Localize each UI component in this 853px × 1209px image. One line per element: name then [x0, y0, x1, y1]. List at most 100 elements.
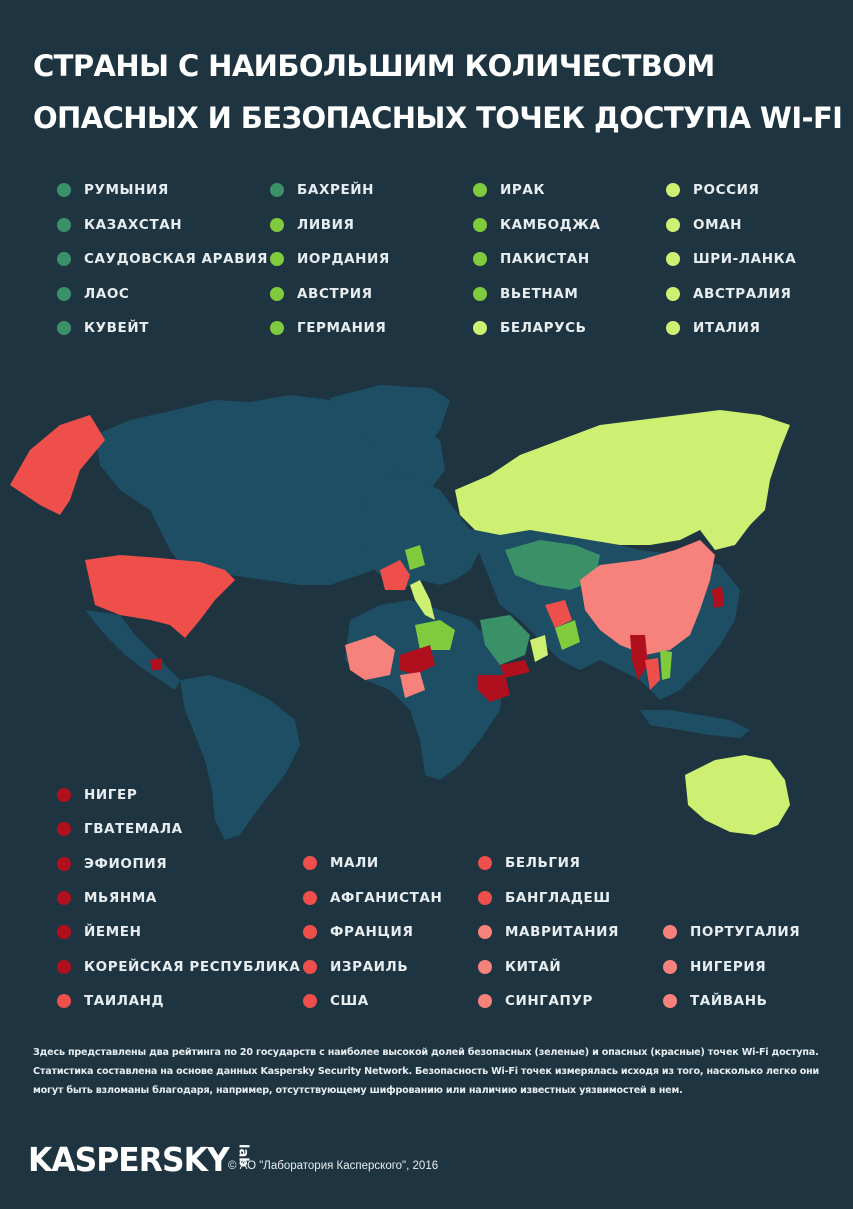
legend-item: ЛАОС — [57, 284, 129, 304]
legend-dot-icon — [663, 960, 677, 974]
legend-item: БАХРЕЙН — [270, 180, 374, 200]
legend-dot-icon — [270, 183, 284, 197]
legend-dot-icon — [666, 183, 680, 197]
legend-label: МЬЯНМА — [84, 890, 157, 906]
legend-label: ПАКИСТАН — [500, 251, 590, 267]
legend-dot-icon — [478, 925, 492, 939]
legend-item: КОРЕЙСКАЯ РЕСПУБЛИКА — [57, 957, 300, 977]
legend-item: ПОРТУГАЛИЯ — [663, 922, 800, 942]
footnote-line-2: Статистика составлена на основе данных K… — [33, 1066, 820, 1077]
legend-item: ПАКИСТАН — [473, 249, 590, 269]
country-niger — [400, 645, 435, 675]
legend-dot-icon — [666, 321, 680, 335]
legend-label: МАЛИ — [330, 855, 379, 871]
legend-dot-icon — [57, 287, 71, 301]
legend-item: РУМЫНИЯ — [57, 180, 169, 200]
legend-label: ИЗРАИЛЬ — [330, 959, 409, 975]
legend-label: ТАИЛАНД — [84, 993, 165, 1009]
country-guatemala — [150, 658, 162, 670]
legend-label: БЕЛЬГИЯ — [505, 855, 581, 871]
legend-label: ГВАТЕМАЛА — [84, 821, 183, 837]
legend-item: ИРАК — [473, 180, 545, 200]
legend-label: ПОРТУГАЛИЯ — [690, 924, 801, 940]
legend-dot-icon — [57, 857, 71, 871]
legend-dot-icon — [57, 960, 71, 974]
legend-label: ЛАОС — [84, 286, 130, 302]
legend-dot-icon — [57, 321, 71, 335]
legend-dot-icon — [57, 183, 71, 197]
legend-dot-icon — [57, 891, 71, 905]
land-greenland — [330, 385, 450, 470]
legend-item: БАНГЛАДЕШ — [478, 888, 611, 908]
legend-item: СИНГАПУР — [478, 991, 593, 1011]
legend-item: РОССИЯ — [666, 180, 759, 200]
legend-label: ИТАЛИЯ — [693, 320, 761, 336]
legend-item: ОМАН — [666, 215, 742, 235]
legend-label: БАНГЛАДЕШ — [505, 890, 611, 906]
legend-item: МЬЯНМА — [57, 888, 157, 908]
footnote-line-1: Здесь представлены два рейтинга по 20 го… — [33, 1047, 819, 1058]
legend-item: АФГАНИСТАН — [303, 888, 442, 908]
country-afghanistan — [545, 600, 572, 628]
legend-dot-icon — [478, 891, 492, 905]
land-south-america — [180, 675, 300, 840]
legend-label: БАХРЕЙН — [297, 182, 375, 198]
legend-label: КУВЕЙТ — [84, 320, 150, 336]
legend-label: ОМАН — [693, 217, 743, 233]
country-pakistan — [555, 620, 580, 650]
legend-label: КАМБОДЖА — [500, 217, 601, 233]
country-russia — [455, 410, 790, 550]
legend-item: КИТАЙ — [478, 957, 561, 977]
legend-dot-icon — [303, 925, 317, 939]
legend-label: КОРЕЙСКАЯ РЕСПУБЛИКА — [84, 959, 301, 975]
world-map — [10, 385, 790, 840]
legend-dot-icon — [473, 183, 487, 197]
legend-label: ЭФИОПИЯ — [84, 856, 168, 872]
title-line-1: СТРАНЫ С НАИБОЛЬШИМ КОЛИЧЕСТВОМ — [33, 49, 715, 83]
legend-dot-icon — [663, 925, 677, 939]
land-europe — [360, 475, 480, 590]
country-china — [580, 540, 715, 655]
legend-dot-icon — [473, 252, 487, 266]
logo-lab-suffix: lab — [235, 1144, 251, 1167]
legend-dot-icon — [57, 788, 71, 802]
legend-label: НИГЕР — [84, 787, 138, 803]
legend-label: ГЕРМАНИЯ — [297, 320, 387, 336]
country-germany — [405, 545, 425, 570]
legend-item: КАЗАХСТАН — [57, 215, 182, 235]
legend-dot-icon — [303, 994, 317, 1008]
footnote-line-3: могут быть взломаны благодаря, например,… — [33, 1085, 683, 1096]
legend-label: НИГЕРИЯ — [690, 959, 767, 975]
legend-dot-icon — [473, 321, 487, 335]
legend-dot-icon — [666, 252, 680, 266]
legend-dot-icon — [57, 925, 71, 939]
legend-dot-icon — [270, 321, 284, 335]
legend-dot-icon — [270, 218, 284, 232]
footnote: Здесь представлены два рейтинга по 20 го… — [33, 1043, 833, 1100]
legend-label: САУДОВСКАЯ АРАВИЯ — [84, 251, 269, 267]
legend-item: США — [303, 991, 369, 1011]
legend-label: ИОРДАНИЯ — [297, 251, 390, 267]
legend-dot-icon — [473, 218, 487, 232]
legend-item: БЕЛЬГИЯ — [478, 853, 581, 873]
country-mali — [345, 635, 395, 680]
legend-item: ИОРДАНИЯ — [270, 249, 390, 269]
legend-item: КУВЕЙТ — [57, 318, 149, 338]
country-korea — [712, 586, 724, 608]
legend-label: ЛИВИЯ — [297, 217, 355, 233]
legend-label: ТАЙВАНЬ — [690, 993, 768, 1009]
legend-dot-icon — [666, 287, 680, 301]
legend-dot-icon — [303, 856, 317, 870]
title-line-2: ОПАСНЫХ И БЕЗОПАСНЫХ ТОЧЕК ДОСТУПА WI-FI — [33, 101, 843, 135]
legend-dot-icon — [473, 287, 487, 301]
legend-dot-icon — [57, 252, 71, 266]
legend-item: АВСТРИЯ — [270, 284, 373, 304]
country-libya — [415, 620, 455, 650]
legend-item: ИЗРАИЛЬ — [303, 957, 408, 977]
legend-item: АВСТРАЛИЯ — [666, 284, 792, 304]
legend-dot-icon — [303, 891, 317, 905]
country-italy — [410, 580, 435, 620]
copyright: © АО "Лаборатория Касперского", 2016 — [228, 1160, 439, 1172]
legend-dot-icon — [57, 822, 71, 836]
legend-item: САУДОВСКАЯ АРАВИЯ — [57, 249, 268, 269]
